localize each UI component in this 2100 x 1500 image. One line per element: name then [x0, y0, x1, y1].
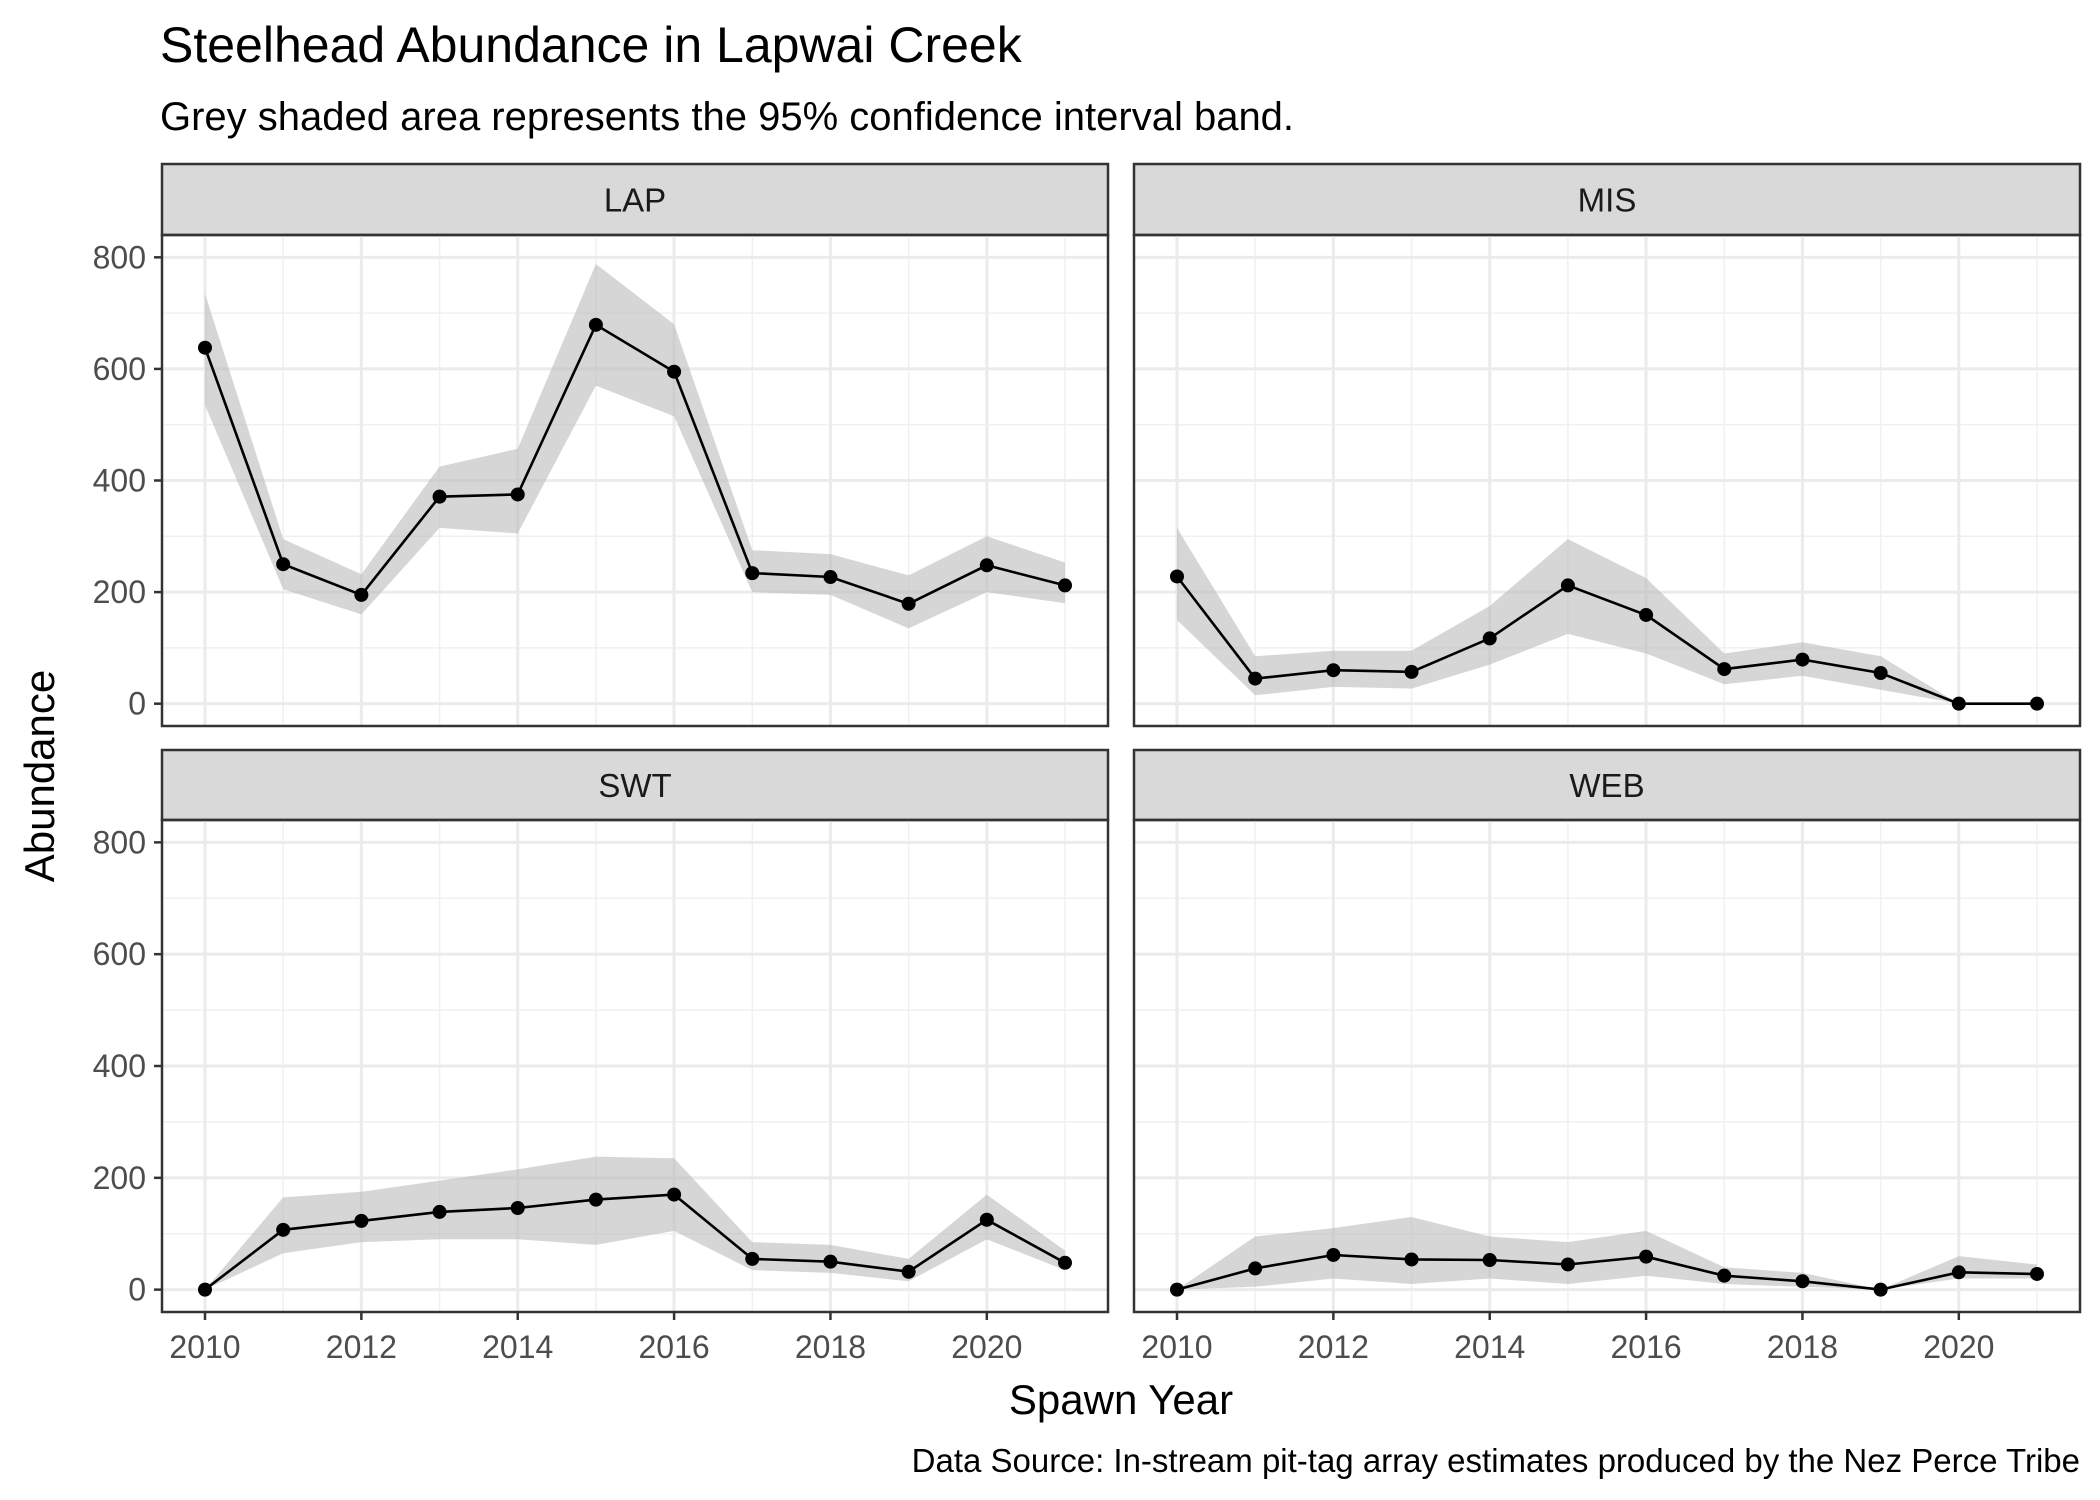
strip-label-lap: LAP: [604, 182, 666, 219]
data-point-mis: [1326, 663, 1341, 678]
data-point-swt: [979, 1212, 994, 1227]
panel-web: WEB 2010 2012 2014 2016 2018 2020: [1132, 748, 2082, 1365]
data-point-lap: [588, 317, 603, 332]
x-tick-label: 2010: [169, 1329, 240, 1365]
series-line-mis: [1175, 575, 2037, 706]
data-point-lap: [432, 489, 447, 504]
data-point-swt: [745, 1251, 760, 1266]
x-axis-title: Spawn Year: [1009, 1376, 1233, 1423]
data-point-web: [1795, 1274, 1810, 1289]
data-point-mis: [2030, 696, 2044, 711]
data-point-web: [1951, 1265, 1966, 1280]
y-tick-label: 0: [128, 686, 146, 722]
data-point-mis: [1639, 607, 1654, 622]
data-point-lap: [198, 340, 212, 355]
x-tick-label: 2014: [1454, 1329, 1525, 1365]
data-point-web: [1170, 1282, 1184, 1297]
strip-label-mis: MIS: [1578, 182, 1637, 219]
y-tick-label: 600: [93, 936, 146, 972]
data-point-web: [2030, 1266, 2044, 1281]
series-line-swt: [204, 1193, 1066, 1291]
strip-web: [1132, 748, 2082, 822]
data-point-swt: [823, 1254, 838, 1269]
data-point-swt: [1058, 1255, 1072, 1270]
data-point-swt: [510, 1201, 525, 1216]
y-tick-label: 400: [93, 463, 146, 499]
data-point-web: [1873, 1282, 1888, 1297]
x-tick-label: 2014: [482, 1329, 553, 1365]
data-point-lap: [354, 587, 369, 602]
data-point-lap: [979, 558, 994, 573]
confidence-band-swt: [205, 1156, 1065, 1290]
x-tick-label: 2012: [326, 1329, 397, 1365]
data-point-web: [1248, 1261, 1263, 1276]
x-tick-label: 2018: [795, 1329, 866, 1365]
confidence-band-lap: [205, 264, 1065, 629]
x-tick-label: 2020: [1923, 1329, 1994, 1365]
x-tick-label: 2012: [1298, 1329, 1369, 1365]
data-point-mis: [1404, 664, 1419, 679]
y-axis-title: Abundance: [16, 670, 63, 883]
strip-label-web: WEB: [1569, 767, 1644, 804]
data-point-mis: [1717, 662, 1732, 677]
chart-subtitle: Grey shaded area represents the 95% conf…: [160, 95, 1294, 139]
data-point-lap: [745, 566, 760, 581]
chart-title: Steelhead Abundance in Lapwai Creek: [160, 17, 1023, 73]
data-point-web: [1717, 1268, 1732, 1283]
strip-swt: [160, 748, 1110, 822]
x-tick-label: 2010: [1141, 1329, 1212, 1365]
y-tick-label: 800: [93, 239, 146, 275]
panel-border-web: [1132, 818, 2082, 1314]
data-point-web: [1482, 1253, 1497, 1268]
data-point-swt: [667, 1187, 682, 1202]
y-tick-label: 400: [93, 1048, 146, 1084]
y-tick-label: 200: [93, 574, 146, 610]
y-tick-label: 800: [93, 824, 146, 860]
y-tick-label: 200: [93, 1160, 146, 1196]
data-point-lap: [823, 570, 838, 585]
data-point-swt: [198, 1282, 212, 1297]
data-point-swt: [276, 1222, 291, 1237]
chart-caption: Data Source: In-stream pit-tag array est…: [912, 1442, 2080, 1479]
data-point-swt: [901, 1264, 916, 1279]
x-tick-label: 2020: [951, 1329, 1022, 1365]
x-tick-label: 2018: [1767, 1329, 1838, 1365]
y-tick-label: 600: [93, 351, 146, 387]
data-point-web: [1639, 1249, 1654, 1264]
panel-mis: MIS: [1132, 162, 2082, 728]
strip-label-swt: SWT: [598, 767, 671, 804]
data-point-mis: [1560, 578, 1575, 593]
data-point-web: [1326, 1247, 1341, 1262]
panel-swt: SWT 0 200 400 600 800 2010 2012 2014 2016 2018 2020: [93, 748, 1110, 1365]
data-point-mis: [1248, 671, 1263, 686]
data-point-swt: [432, 1204, 447, 1219]
strip-lap: [160, 162, 1110, 237]
data-point-web: [1404, 1252, 1419, 1267]
confidence-band-mis: [1177, 527, 2037, 704]
strip-mis: [1132, 162, 2082, 237]
data-point-web: [1560, 1257, 1575, 1272]
data-point-lap: [1058, 578, 1072, 593]
confidence-band-web: [1177, 1217, 2037, 1290]
data-point-mis: [1873, 665, 1888, 680]
panel-border-mis: [1132, 233, 2082, 728]
data-point-swt: [588, 1192, 603, 1207]
data-point-mis: [1951, 696, 1966, 711]
facet-panels: LAP 0 200 400 600 800 MIS SWT 0 200 400 600 800 2010 2…: [93, 162, 2082, 1365]
x-tick-label: 2016: [1610, 1329, 1681, 1365]
y-tick-label: 0: [128, 1272, 146, 1308]
data-point-lap: [276, 557, 291, 572]
data-point-mis: [1170, 569, 1184, 584]
data-point-mis: [1795, 652, 1810, 667]
series-line-web: [1176, 1253, 2038, 1291]
data-point-swt: [354, 1213, 369, 1228]
data-point-lap: [667, 364, 682, 379]
series-line-lap: [203, 322, 1066, 606]
panel-lap: LAP 0 200 400 600 800: [93, 162, 1110, 728]
data-point-mis: [1482, 631, 1497, 646]
data-point-lap: [901, 596, 916, 611]
data-point-lap: [510, 487, 525, 502]
x-tick-label: 2016: [638, 1329, 709, 1365]
